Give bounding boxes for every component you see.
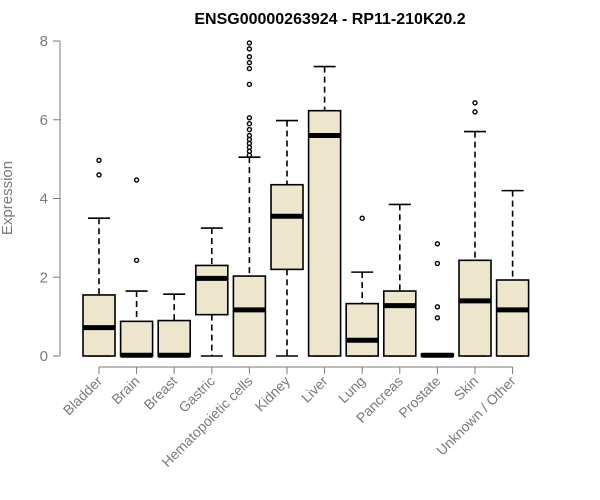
outlier-point [359, 215, 365, 221]
outlier-point [246, 65, 253, 72]
box-bladder [82, 157, 116, 357]
iqr-box [119, 320, 154, 357]
y-tick-label: 6 [40, 112, 48, 129]
box-kidney [270, 119, 304, 357]
outlier-point [133, 177, 140, 183]
chart-title: ENSG00000263924 - RP11-210K20.2 [194, 11, 465, 28]
outlier-point [246, 46, 253, 52]
outlier-point [434, 241, 441, 247]
x-tick-label: Liver [298, 373, 331, 406]
x-tick-label: Breast [140, 373, 180, 413]
iqr-box [307, 109, 342, 357]
box-breast [157, 293, 191, 358]
outlier-point [434, 260, 441, 267]
iqr-box [345, 302, 380, 357]
x-tick-label: Skin [451, 373, 482, 404]
outlier-point [246, 120, 253, 127]
outlier-point [246, 115, 253, 121]
box-skin [458, 100, 492, 357]
outlier-point [246, 132, 253, 139]
box-hematopoietic-cells [232, 40, 267, 357]
y-axis: 0 2 4 6 8 [40, 33, 61, 365]
iqr-box [232, 275, 267, 357]
outlier-point [246, 54, 253, 60]
x-tick-label: Prostate [395, 373, 443, 421]
outlier-point [133, 257, 140, 264]
outlier-point [434, 304, 441, 310]
iqr-box [382, 290, 417, 357]
outlier-point [434, 315, 441, 321]
iqr-box [157, 319, 191, 357]
y-tick-label: 2 [40, 269, 48, 286]
x-tick-label: Bladder [60, 373, 106, 419]
outlier-point [246, 126, 253, 133]
boxes [82, 40, 530, 358]
iqr-box [270, 183, 304, 271]
box-brain [119, 177, 154, 358]
y-axis-label: Expression [0, 161, 16, 235]
box-lung [345, 215, 380, 357]
iqr-box [458, 259, 492, 357]
box-liver [307, 65, 342, 357]
iqr-box [495, 279, 530, 357]
outlier-point [96, 157, 102, 164]
box-unknown-other [495, 189, 530, 357]
box-prostate [420, 241, 455, 358]
box-gastric [195, 227, 229, 357]
iqr-box [195, 264, 229, 316]
outlier-point [246, 40, 253, 46]
outlier-point [472, 100, 478, 106]
outlier-point [96, 172, 102, 178]
outlier-point [472, 109, 478, 115]
x-tick-label: Brain [108, 373, 142, 407]
y-tick-label: 8 [40, 33, 48, 50]
y-tick-label: 4 [40, 191, 48, 208]
x-tick-label: Kidney [252, 373, 294, 415]
outlier-point [246, 81, 253, 88]
y-tick-label: 0 [40, 348, 48, 365]
box-pancreas [382, 203, 417, 357]
outlier-point [246, 59, 253, 66]
x-tick-label: Lung [335, 373, 368, 406]
